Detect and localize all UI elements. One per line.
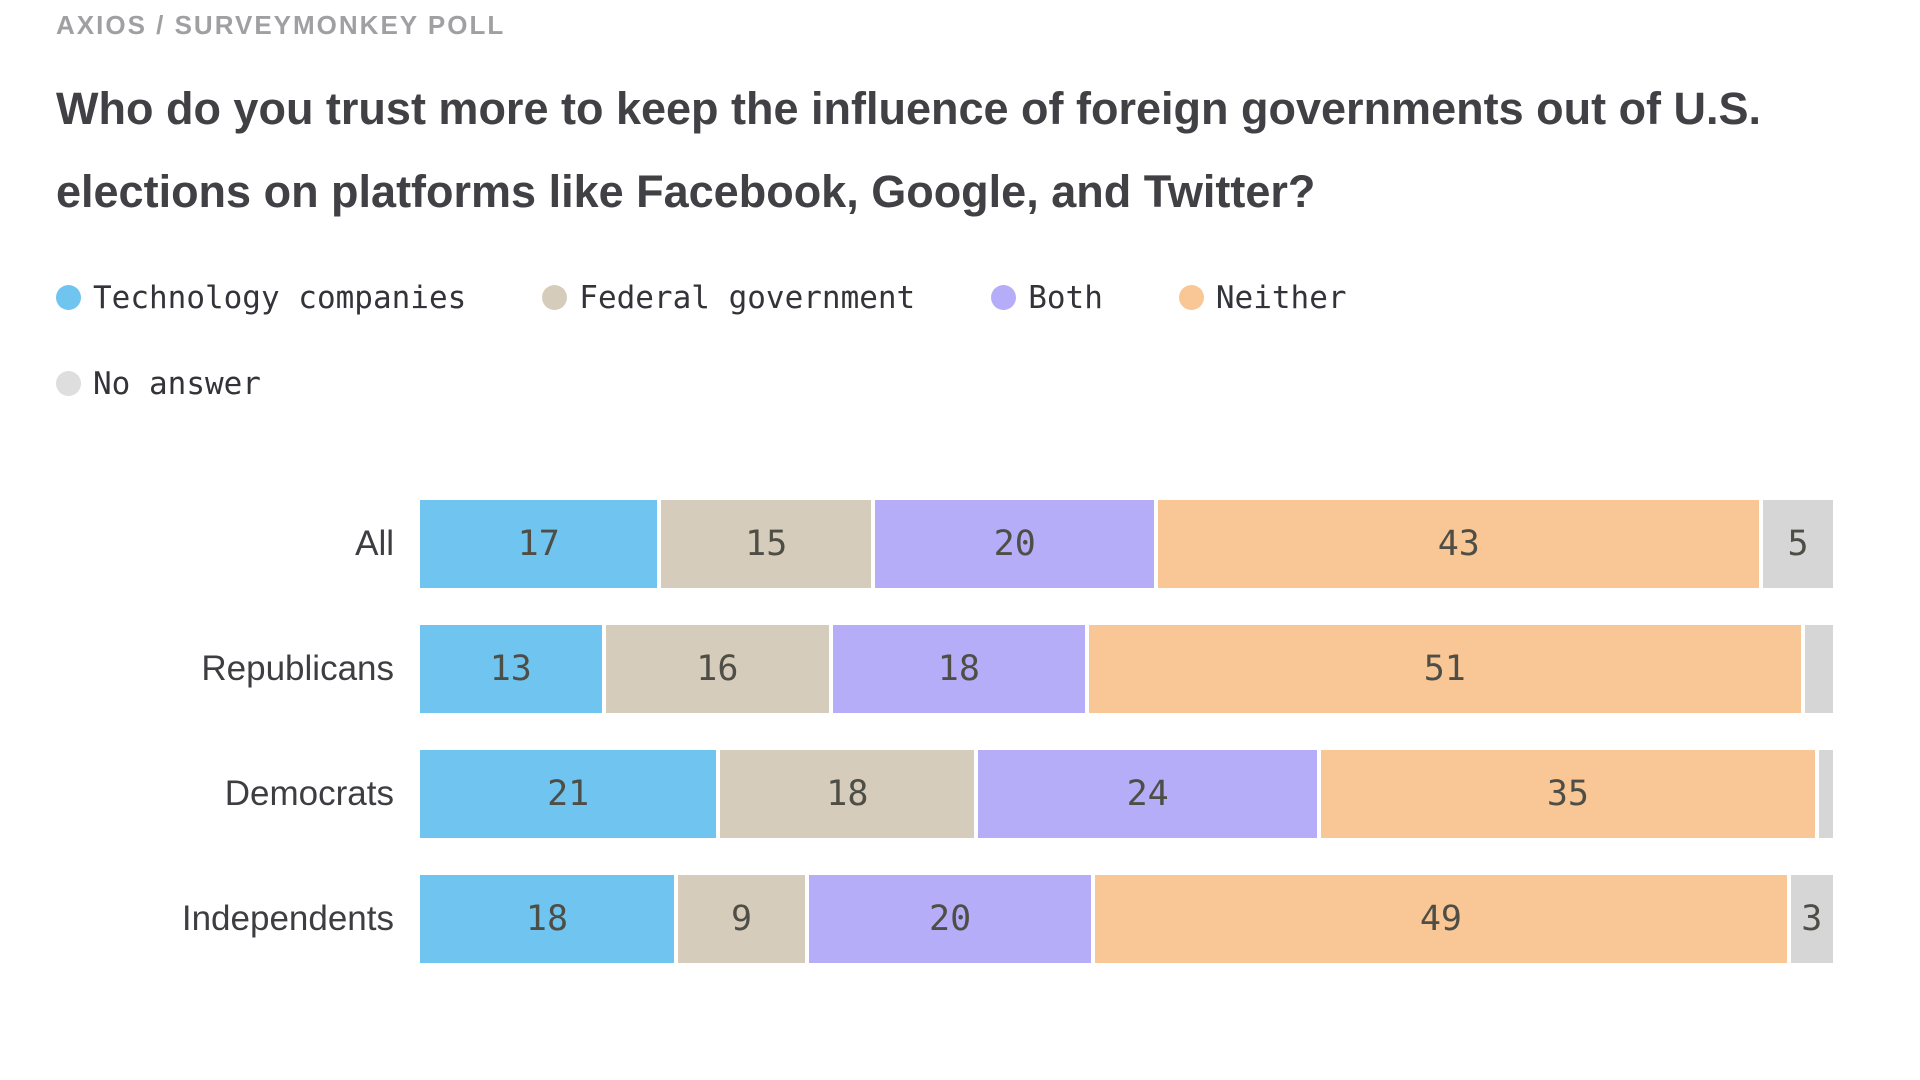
legend-dot-icon [56, 371, 81, 396]
bar-value-label: 35 [1546, 773, 1590, 814]
chart-row: All 17 15 20 43 5 [56, 499, 1833, 588]
legend-dot-icon [991, 285, 1017, 310]
legend-label: No answer [93, 365, 261, 402]
bar-segment: 18 [420, 874, 674, 963]
bar-segment: 20 [875, 499, 1155, 588]
bar-segment: 15 [661, 499, 872, 588]
row-label: Republicans [201, 648, 394, 688]
bar-segment: 18 [833, 624, 1085, 713]
legend-dot-icon [542, 285, 568, 310]
bar-stack: 13 16 18 51 [420, 624, 1833, 713]
legend-label: Both [1028, 279, 1103, 316]
bar-segment: 35 [1321, 749, 1815, 838]
bar-segment: 18 [720, 749, 975, 838]
bar-value-label: 51 [1423, 648, 1466, 689]
bar-segment: 3 [1790, 874, 1833, 963]
legend-label: Federal government [579, 279, 916, 316]
bar-value-label: 49 [1419, 898, 1463, 939]
bar-value-label: 24 [1126, 773, 1169, 814]
bar-segment [1805, 624, 1833, 713]
bar-value-label: 16 [696, 648, 739, 689]
legend: Technology companies Federal government Bo… [56, 280, 1833, 402]
chart-row: Democrats 21 18 24 35 [56, 749, 1833, 838]
bar-value-label: 20 [993, 523, 1036, 564]
bar-segment: 16 [605, 624, 830, 713]
bar-segment [1818, 749, 1833, 838]
bar-stack: 18 9 20 49 3 [420, 874, 1833, 963]
bar-segment: 5 [1763, 499, 1833, 588]
legend-item: Federal government [542, 280, 915, 316]
legend-dot-icon [56, 285, 81, 310]
bar-stack: 21 18 24 35 [420, 749, 1833, 838]
bar-chart: All 17 15 20 43 5 Republicans 13 16 18 51 Democrats… [56, 499, 1833, 963]
row-label: Democrats [224, 773, 394, 813]
legend-item: Both [991, 280, 1103, 316]
legend-row: Technology companies Federal government Bo… [56, 280, 1833, 316]
bar-value-label: 43 [1437, 523, 1480, 564]
bar-segment: 43 [1158, 499, 1760, 588]
legend-label: Technology companies [93, 279, 467, 316]
bar-value-label: 18 [826, 773, 869, 814]
chart-row: Republicans 13 16 18 51 [56, 624, 1833, 713]
bar-segment: 51 [1088, 624, 1802, 713]
bar-segment: 13 [420, 624, 602, 713]
bar-segment: 21 [420, 749, 717, 838]
bar-segment: 20 [809, 874, 1092, 963]
chart-row: Independents 18 9 20 49 3 [56, 874, 1833, 963]
row-label: Independents [181, 898, 394, 938]
legend-item: Neither [1178, 279, 1347, 316]
bar-stack: 17 15 20 43 5 [420, 499, 1833, 588]
bar-segment: 9 [678, 874, 805, 963]
bar-value-label: 9 [730, 898, 753, 939]
bar-value-label: 3 [1801, 898, 1823, 939]
bar-value-label: 20 [929, 898, 972, 939]
bar-value-label: 17 [517, 523, 560, 564]
bar-segment: 17 [420, 499, 658, 588]
bar-value-label: 18 [525, 898, 569, 939]
row-label: All [355, 523, 394, 563]
bar-value-label: 21 [547, 773, 590, 814]
legend-label: Neither [1215, 279, 1347, 316]
bar-segment: 24 [978, 749, 1317, 838]
legend-dot-icon [1178, 285, 1204, 310]
kicker: AXIOS / SURVEYMONKEY POLL [56, 10, 506, 40]
bar-value-label: 15 [745, 523, 788, 564]
legend-item: Technology companies [56, 280, 466, 316]
legend-row: No answer [56, 366, 1833, 402]
chart-title: Who do you trust more to keep the influe… [56, 83, 1762, 218]
bar-value-label: 18 [937, 648, 980, 689]
bar-value-label: 5 [1787, 523, 1809, 564]
bar-value-label: 13 [489, 648, 532, 689]
legend-item: No answer [56, 366, 261, 402]
bar-segment: 49 [1095, 874, 1787, 963]
